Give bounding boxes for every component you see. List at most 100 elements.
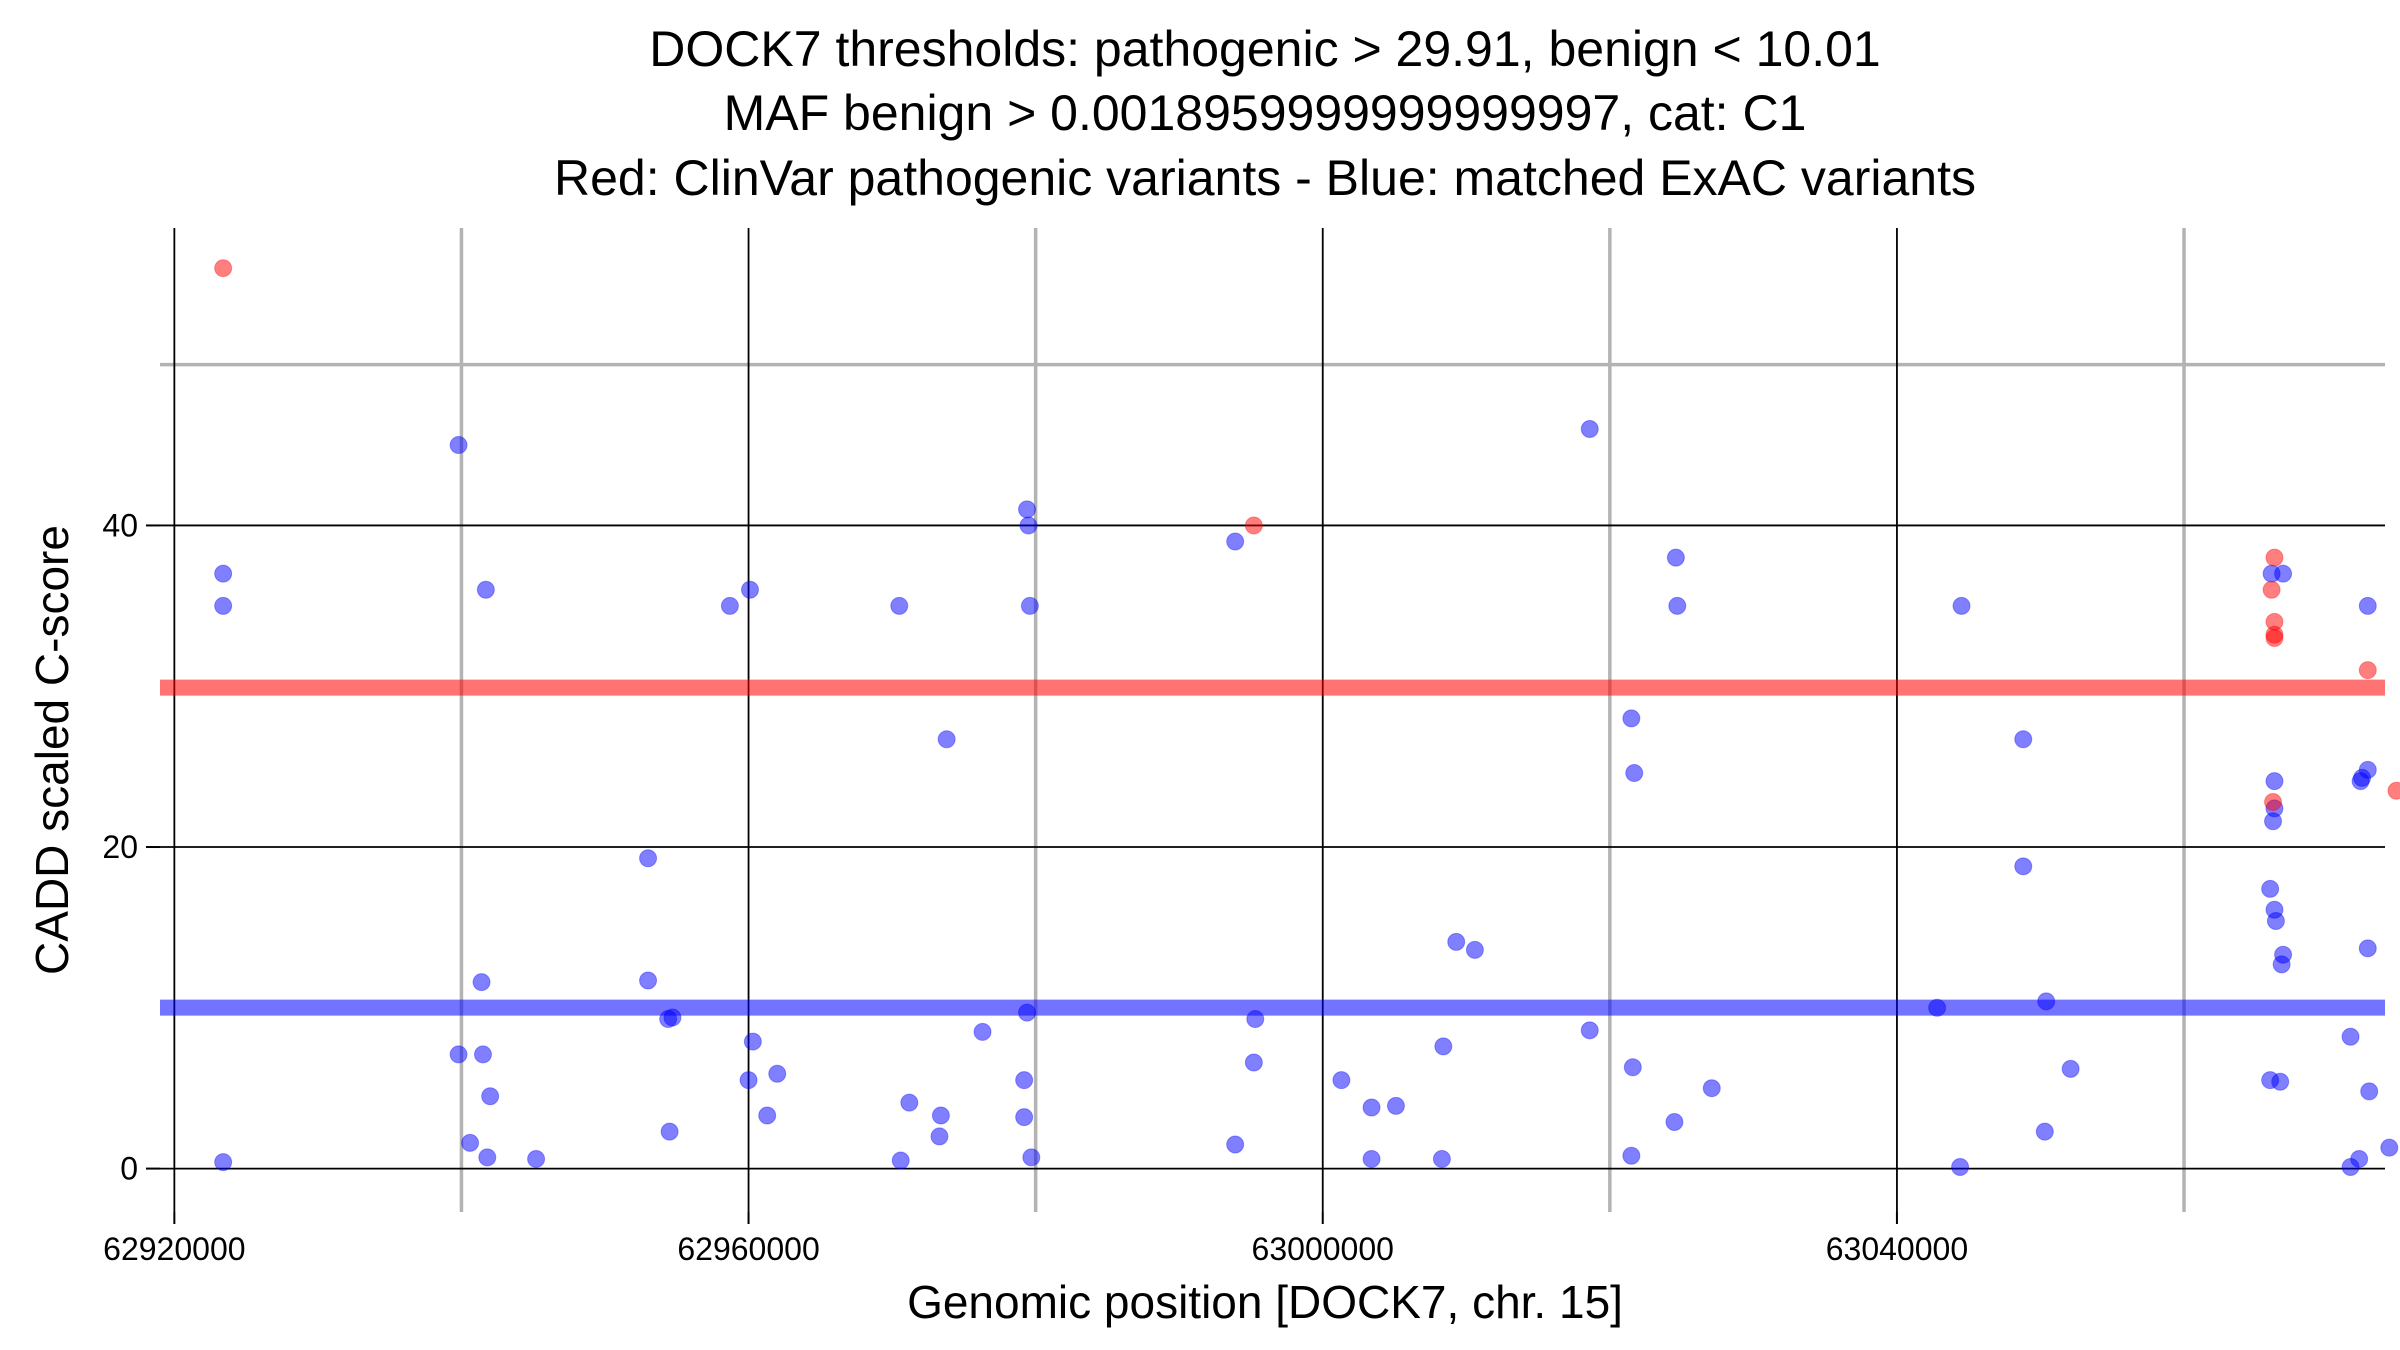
benign-point-28 bbox=[930, 1127, 949, 1146]
benign-point-63 bbox=[2014, 857, 2033, 876]
benign-point-65 bbox=[2035, 1122, 2054, 1141]
benign-point-68 bbox=[2274, 564, 2293, 583]
benign-point-62 bbox=[2014, 730, 2033, 749]
benign-point-18 bbox=[740, 580, 759, 599]
benign-point-35 bbox=[1015, 1108, 1034, 1127]
x-tick-label-1: 62960000 bbox=[677, 1231, 819, 1267]
pathogenic-point-9 bbox=[2387, 781, 2400, 800]
benign-point-37 bbox=[1226, 532, 1245, 551]
benign-point-76 bbox=[2272, 955, 2291, 974]
benign-point-39 bbox=[1244, 1053, 1263, 1072]
benign-point-72 bbox=[2261, 879, 2280, 898]
y-axis-title: CADD scaled C-score bbox=[26, 525, 78, 975]
title-line-2: MAF benign > 0.0018959999999999997, cat:… bbox=[724, 85, 1807, 141]
benign-point-48 bbox=[1465, 940, 1484, 959]
benign-point-16 bbox=[660, 1122, 679, 1141]
benign-point-23 bbox=[890, 596, 909, 615]
benign-point-71 bbox=[2264, 812, 2283, 831]
benign-point-21 bbox=[768, 1064, 787, 1083]
x-tick-label-3: 63040000 bbox=[1826, 1231, 1968, 1267]
benign-point-31 bbox=[1019, 516, 1038, 535]
benign-point-47 bbox=[1447, 932, 1466, 951]
benign-point-13 bbox=[639, 971, 658, 990]
benign-point-9 bbox=[461, 1133, 480, 1152]
benign-point-49 bbox=[1580, 419, 1599, 438]
pathogenic-point-3 bbox=[2262, 580, 2281, 599]
pathogenic-point-8 bbox=[2264, 793, 2283, 811]
benign-point-85 bbox=[2360, 1082, 2379, 1101]
chart-title: DOCK7 thresholds: pathogenic > 29.91, be… bbox=[554, 21, 1976, 206]
y-tick-label-2: 40 bbox=[102, 507, 138, 543]
benign-point-22 bbox=[758, 1106, 777, 1125]
benign-point-42 bbox=[1362, 1098, 1381, 1117]
benign-point-50 bbox=[1580, 1021, 1599, 1040]
x-tick-label-0: 62920000 bbox=[103, 1231, 245, 1267]
benign-point-44 bbox=[1362, 1149, 1381, 1168]
benign-point-26 bbox=[900, 1093, 919, 1112]
pathogenic-point-7 bbox=[2358, 661, 2377, 680]
y-tick-label-0: 0 bbox=[120, 1151, 138, 1187]
benign-point-55 bbox=[1666, 548, 1685, 567]
pathogenic-point-2 bbox=[2265, 548, 2284, 567]
x-axis-title: Genomic position [DOCK7, chr. 15] bbox=[907, 1276, 1623, 1328]
benign-point-11 bbox=[527, 1149, 546, 1168]
benign-point-54 bbox=[1622, 1146, 1641, 1165]
benign-point-66 bbox=[2061, 1059, 2080, 1078]
benign-point-25 bbox=[891, 1151, 910, 1170]
benign-point-41 bbox=[1332, 1071, 1351, 1090]
benign-point-12 bbox=[639, 849, 658, 868]
benign-point-1 bbox=[214, 596, 233, 615]
benign-point-36 bbox=[1022, 1148, 1041, 1167]
benign-point-24 bbox=[937, 730, 956, 749]
benign-point-7 bbox=[473, 1045, 492, 1064]
benign-point-8 bbox=[481, 1087, 500, 1106]
benign-point-19 bbox=[743, 1032, 762, 1051]
pathogenic-point-6 bbox=[2265, 629, 2284, 647]
benign-point-74 bbox=[2266, 911, 2285, 930]
benign-point-43 bbox=[1386, 1096, 1405, 1115]
benign-point-29 bbox=[973, 1022, 992, 1041]
benign-point-59 bbox=[1928, 998, 1947, 1017]
benign-point-60 bbox=[1952, 596, 1971, 615]
pathogenic-point-1 bbox=[1244, 516, 1263, 535]
benign-point-27 bbox=[931, 1106, 950, 1125]
benign-point-82 bbox=[2351, 772, 2370, 791]
benign-point-15 bbox=[663, 1008, 682, 1027]
benign-point-17 bbox=[720, 596, 739, 615]
benign-point-61 bbox=[1951, 1157, 1970, 1176]
benign-point-4 bbox=[476, 580, 495, 599]
x-tick-label-2: 63000000 bbox=[1252, 1231, 1394, 1267]
title-line-3: Red: ClinVar pathogenic variants - Blue:… bbox=[554, 150, 1976, 206]
benign-point-53 bbox=[1623, 1058, 1642, 1077]
benign-point-20 bbox=[739, 1071, 758, 1090]
benign-point-52 bbox=[1625, 764, 1644, 783]
benign-point-10 bbox=[478, 1148, 497, 1167]
benign-point-46 bbox=[1432, 1149, 1451, 1168]
benign-point-32 bbox=[1020, 596, 1039, 615]
benign-point-2 bbox=[214, 1153, 233, 1172]
benign-point-84 bbox=[2341, 1027, 2360, 1046]
title-line-1: DOCK7 thresholds: pathogenic > 29.91, be… bbox=[649, 21, 1880, 77]
benign-point-69 bbox=[2265, 772, 2284, 791]
benign-point-0 bbox=[214, 564, 233, 583]
benign-point-58 bbox=[1702, 1079, 1721, 1098]
benign-point-56 bbox=[1668, 596, 1687, 615]
benign-point-78 bbox=[2271, 1072, 2290, 1091]
data-points bbox=[214, 259, 2400, 1176]
benign-point-34 bbox=[1015, 1071, 1034, 1090]
benign-point-6 bbox=[449, 1045, 468, 1064]
pathogenic-point-0 bbox=[214, 259, 233, 278]
benign-point-88 bbox=[2380, 1138, 2399, 1157]
axis-ticks: 62920000 62960000 63000000 63040000 0 20 40 bbox=[102, 507, 1968, 1267]
benign-point-83 bbox=[2358, 939, 2377, 958]
threshold-lines bbox=[160, 679, 2385, 1016]
benign-point-45 bbox=[1434, 1037, 1453, 1056]
benign-point-40 bbox=[1246, 1010, 1265, 1029]
benign-point-51 bbox=[1622, 709, 1641, 728]
benign-point-87 bbox=[2341, 1157, 2360, 1176]
benign-point-64 bbox=[2037, 992, 2056, 1011]
benign-point-33 bbox=[1018, 1003, 1037, 1022]
benign-point-57 bbox=[1665, 1112, 1684, 1131]
